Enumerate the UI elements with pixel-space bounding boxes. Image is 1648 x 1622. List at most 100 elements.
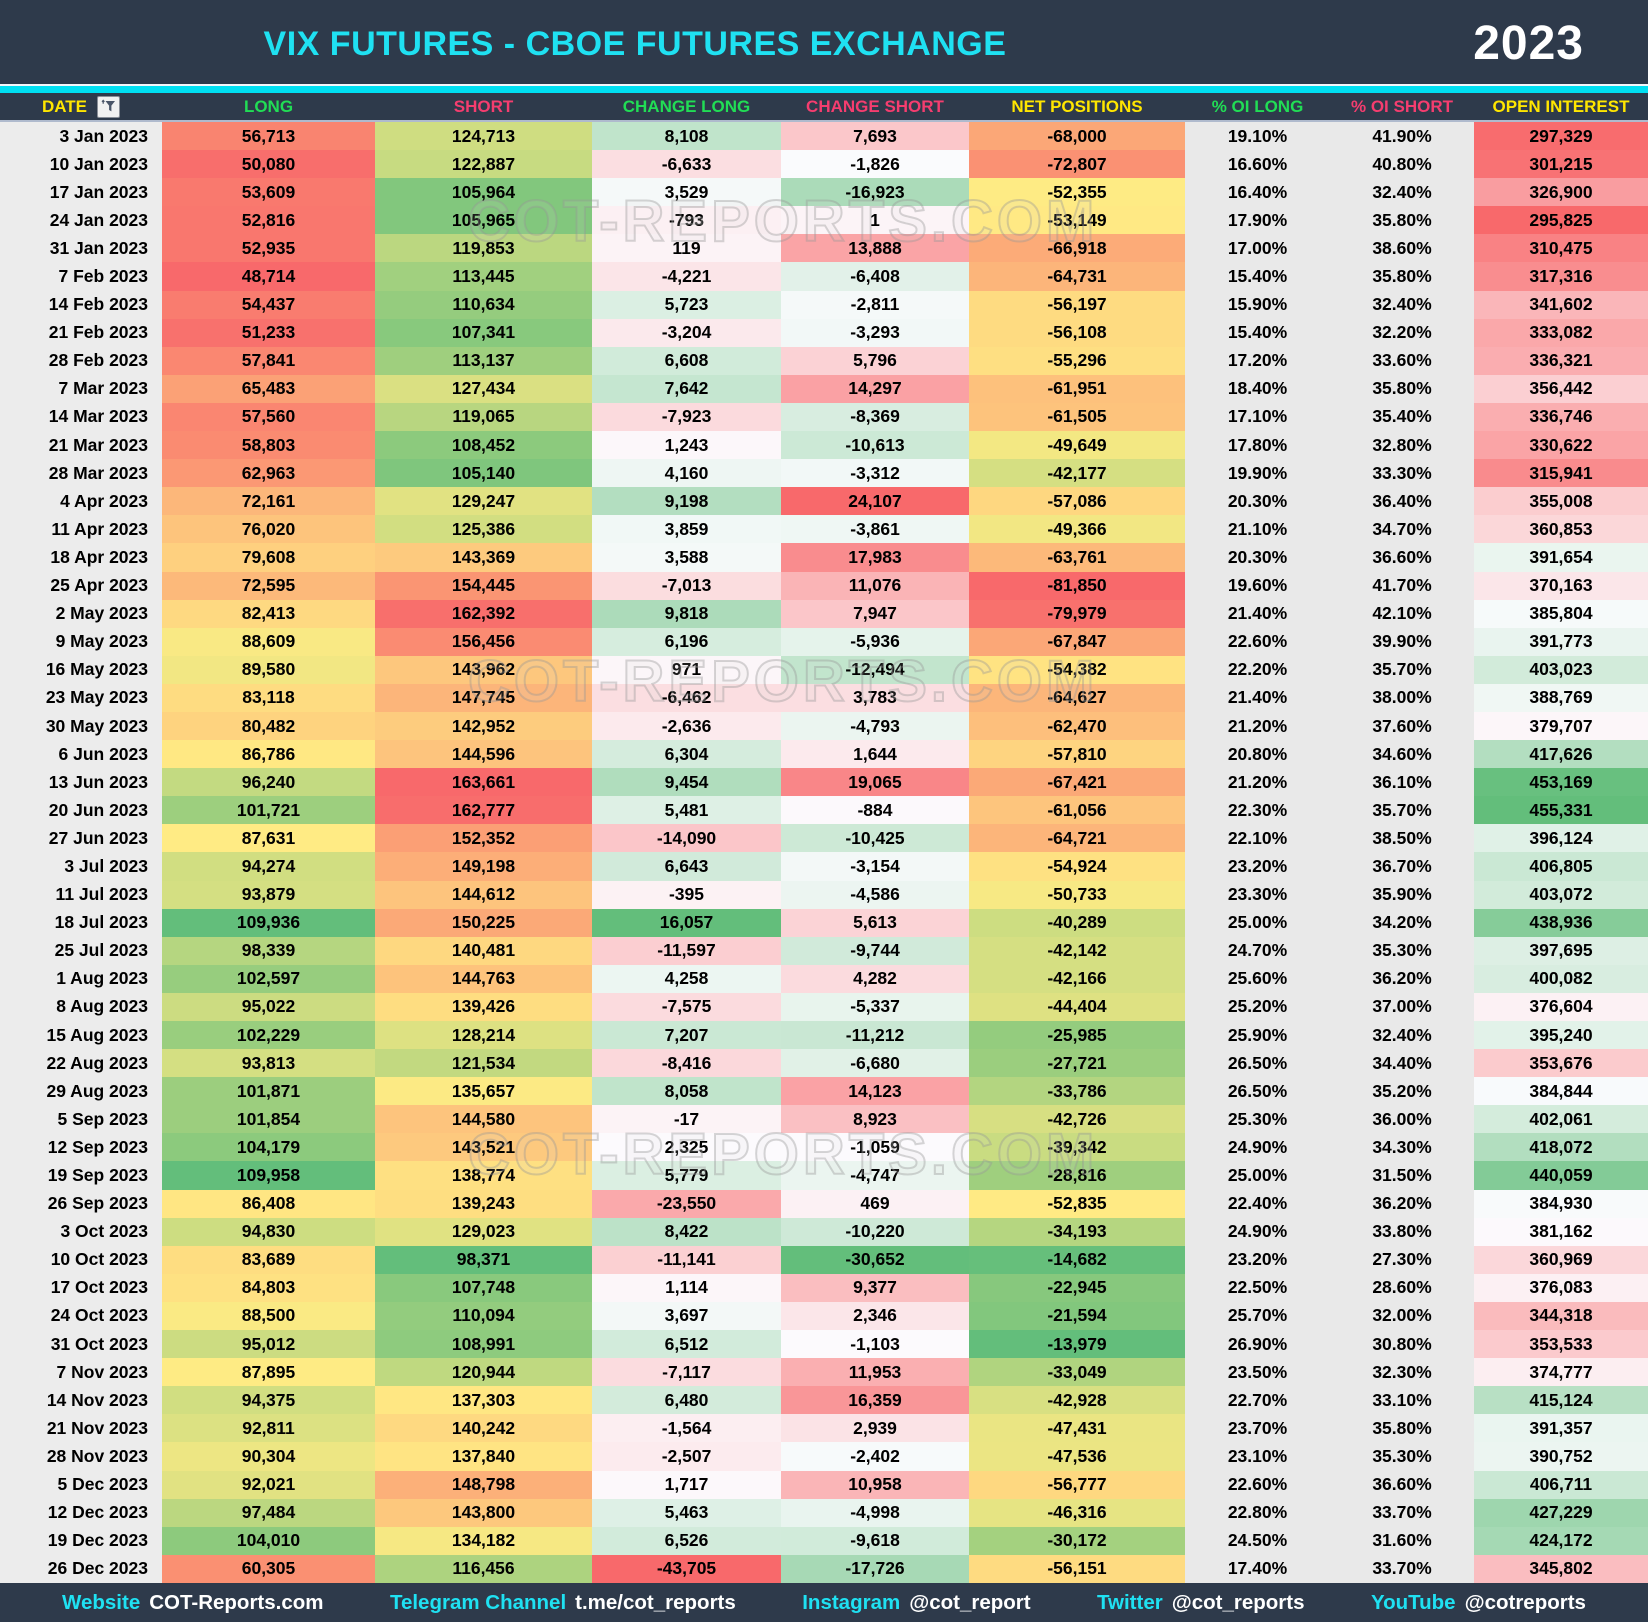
cell-long: 96,240 (162, 768, 375, 797)
divider-white (0, 84, 1648, 86)
cell-change_long: 5,779 (592, 1161, 781, 1190)
cell-pct_oi_long: 24.90% (1185, 1133, 1330, 1162)
cell-date: 14 Mar 2023 (0, 402, 162, 432)
cell-short: 143,800 (375, 1498, 592, 1527)
cell-pct_oi_long: 22.30% (1185, 796, 1330, 825)
cell-date: 5 Sep 2023 (0, 1105, 162, 1134)
cell-change_short: -12,494 (781, 655, 969, 684)
cell-short: 144,596 (375, 740, 592, 769)
cell-open_interest: 424,172 (1474, 1526, 1648, 1555)
cell-change_long: -2,507 (592, 1442, 781, 1471)
cell-pct_oi_short: 36.20% (1330, 1189, 1474, 1218)
table-row: 9 May 2023 88,609 156,456 6,196 -5,936 -67,84… (0, 627, 1648, 656)
cell-short: 128,214 (375, 1021, 592, 1050)
cell-long: 89,580 (162, 655, 375, 684)
cell-date: 28 Nov 2023 (0, 1442, 162, 1471)
cell-short: 137,840 (375, 1442, 592, 1471)
cell-change_short: -1,103 (781, 1330, 969, 1359)
cell-short: 142,952 (375, 711, 592, 741)
cell-short: 162,392 (375, 599, 592, 628)
cell-change_short: -9,618 (781, 1526, 969, 1555)
filter-icon[interactable] (97, 95, 120, 118)
table-row: 23 May 2023 83,118 147,745 -6,462 3,783 -64,6… (0, 683, 1648, 712)
cell-change_long: -6,633 (592, 150, 781, 179)
cell-change_short: 11,076 (781, 571, 969, 600)
cell-long: 87,631 (162, 824, 375, 853)
column-label-change_short: CHANGE SHORT (806, 96, 944, 116)
cell-pct_oi_long: 22.60% (1185, 1470, 1330, 1499)
footer-instagram-link[interactable]: Instagram @cot_report (802, 1591, 1030, 1615)
cell-date: 21 Mar 2023 (0, 431, 162, 460)
cell-date: 5 Dec 2023 (0, 1470, 162, 1499)
cell-net_positions: -57,086 (969, 487, 1185, 516)
year-label: 2023 (1473, 17, 1584, 70)
cell-pct_oi_short: 39.90% (1330, 627, 1474, 656)
cell-pct_oi_long: 20.80% (1185, 740, 1330, 769)
cell-pct_oi_short: 36.10% (1330, 768, 1474, 797)
column-header-long: LONG (162, 93, 375, 122)
cell-date: 26 Sep 2023 (0, 1189, 162, 1218)
cell-change_short: 8,923 (781, 1105, 969, 1134)
cell-pct_oi_long: 19.90% (1185, 459, 1330, 488)
cell-pct_oi_short: 35.80% (1330, 374, 1474, 403)
cell-short: 121,534 (375, 1049, 592, 1078)
cell-short: 143,962 (375, 655, 592, 684)
cell-net_positions: -79,979 (969, 599, 1185, 628)
cell-change_short: 13,888 (781, 234, 969, 263)
cell-date: 2 May 2023 (0, 599, 162, 628)
cell-pct_oi_long: 17.40% (1185, 1554, 1330, 1583)
cell-change_short: -4,586 (781, 880, 969, 909)
cell-date: 25 Apr 2023 (0, 571, 162, 600)
cell-change_long: -43,705 (592, 1554, 781, 1583)
cell-long: 93,879 (162, 880, 375, 909)
column-header-short: SHORT (375, 93, 592, 122)
cell-long: 54,437 (162, 290, 375, 319)
cell-open_interest: 417,626 (1474, 740, 1648, 769)
cell-change_short: 5,796 (781, 346, 969, 375)
cell-pct_oi_long: 15.40% (1185, 262, 1330, 291)
cell-net_positions: -49,649 (969, 431, 1185, 460)
cell-net_positions: -52,835 (969, 1189, 1185, 1218)
table-row: 21 Nov 2023 92,811 140,242 -1,564 2,939 -47,4… (0, 1414, 1648, 1443)
divider-cyan (0, 86, 1648, 93)
cell-open_interest: 390,752 (1474, 1442, 1648, 1471)
cell-change_short: -5,936 (781, 627, 969, 656)
cell-change_short: 14,123 (781, 1077, 969, 1106)
footer-website-link[interactable]: Website COT-Reports.com (62, 1591, 324, 1615)
table-row: 30 May 2023 80,482 142,952 -2,636 -4,793 -62,… (0, 711, 1648, 741)
cell-pct_oi_long: 16.60% (1185, 150, 1330, 179)
cell-open_interest: 406,805 (1474, 852, 1648, 881)
cell-change_short: 9,377 (781, 1273, 969, 1302)
footer-twitter-link[interactable]: Twitter @cot_reports (1097, 1591, 1304, 1615)
cell-short: 156,456 (375, 627, 592, 656)
cell-long: 50,080 (162, 150, 375, 179)
cell-net_positions: -42,177 (969, 459, 1185, 488)
footer-telegram-link[interactable]: Telegram Channel t.me/cot_reports (390, 1591, 736, 1615)
cell-open_interest: 330,622 (1474, 431, 1648, 460)
cell-pct_oi_short: 36.70% (1330, 852, 1474, 881)
cell-pct_oi_short: 36.00% (1330, 1105, 1474, 1134)
cell-net_positions: -62,470 (969, 711, 1185, 741)
cell-short: 107,341 (375, 318, 592, 347)
cell-change_long: -7,923 (592, 402, 781, 432)
column-header-date: DATE (0, 93, 162, 122)
cell-pct_oi_long: 23.20% (1185, 1245, 1330, 1274)
cell-pct_oi_short: 33.70% (1330, 1554, 1474, 1583)
cell-change_long: -7,013 (592, 571, 781, 600)
cell-pct_oi_short: 36.20% (1330, 964, 1474, 993)
cell-change_long: 6,526 (592, 1526, 781, 1555)
cell-pct_oi_short: 35.70% (1330, 796, 1474, 825)
footer-website-label: Website (62, 1590, 141, 1614)
cell-pct_oi_long: 22.60% (1185, 627, 1330, 656)
footer-youtube-link[interactable]: YouTube @cotreports (1371, 1591, 1586, 1615)
cell-net_positions: -61,505 (969, 402, 1185, 432)
table-row: 20 Jun 2023 101,721 162,777 5,481 -884 -61,05… (0, 796, 1648, 825)
table-row: 28 Nov 2023 90,304 137,840 -2,507 -2,402 -47,… (0, 1442, 1648, 1471)
table-row: 14 Mar 2023 57,560 119,065 -7,923 -8,369 -61,… (0, 402, 1648, 432)
cell-pct_oi_long: 23.50% (1185, 1358, 1330, 1387)
cell-pct_oi_short: 38.00% (1330, 683, 1474, 712)
cell-open_interest: 336,746 (1474, 402, 1648, 432)
cell-change_short: -884 (781, 796, 969, 825)
cell-open_interest: 355,008 (1474, 487, 1648, 516)
cell-change_short: 19,065 (781, 768, 969, 797)
